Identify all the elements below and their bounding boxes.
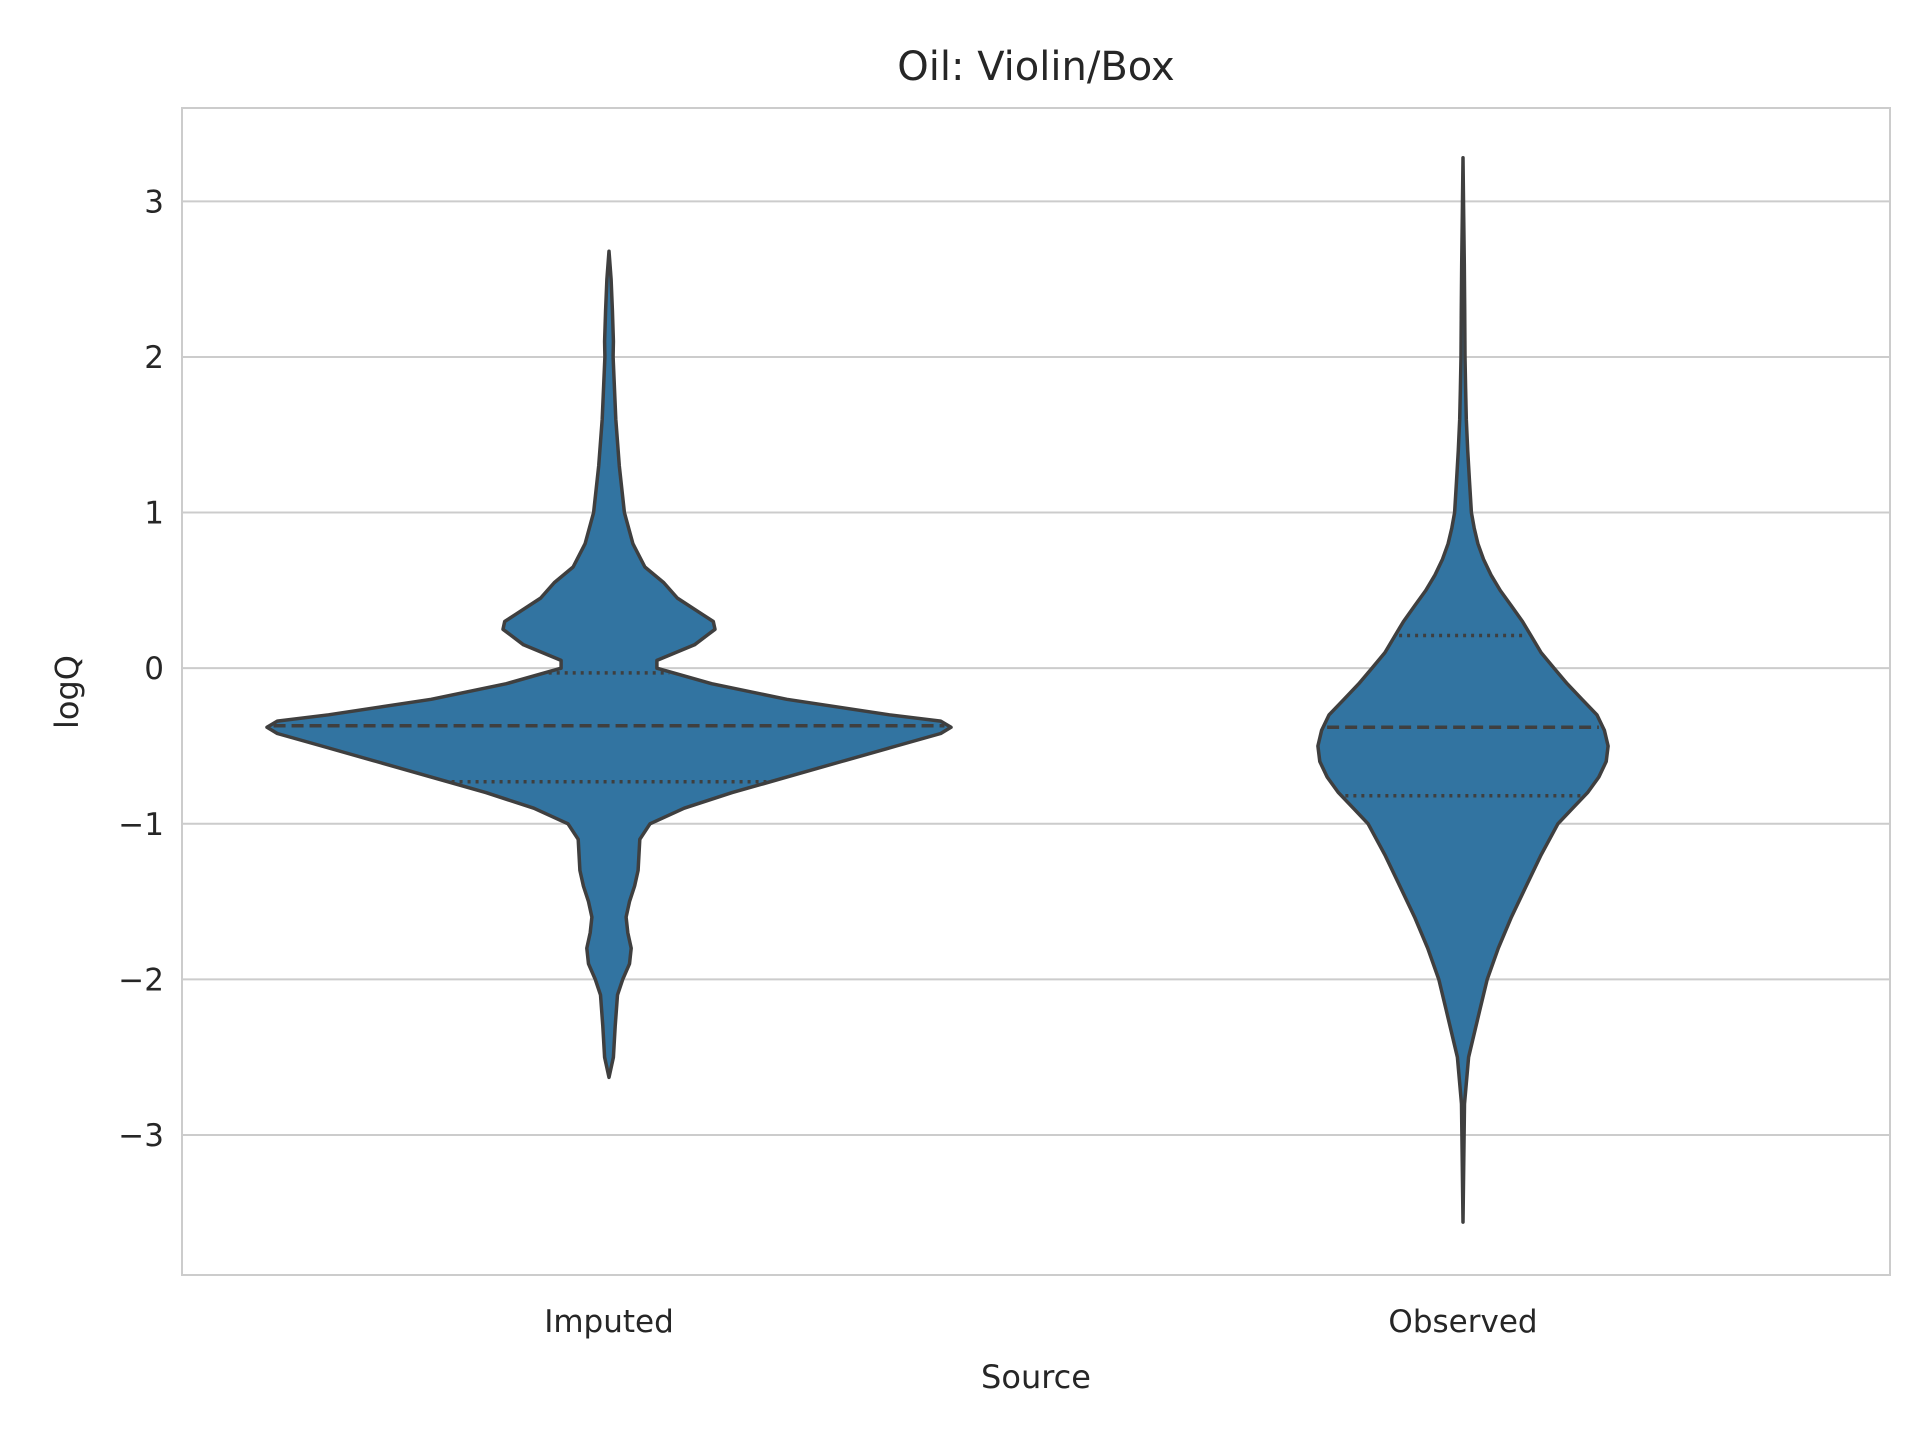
violin-observed	[1316, 156, 1610, 1224]
violins	[265, 156, 1610, 1224]
x-tick-label: Imputed	[544, 1304, 674, 1340]
x-axis-label: Source	[981, 1358, 1091, 1396]
plot-area	[181, 107, 1891, 1276]
grid-lines	[182, 200, 1890, 1136]
axis-ticks: 3 2 1 0 −1 −2 −3 Imputed Observed	[118, 184, 1537, 1340]
y-tick-label: 1	[144, 496, 164, 532]
x-tick-label: Observed	[1388, 1304, 1537, 1340]
violin-imputed	[265, 249, 953, 1080]
y-tick-label: 3	[144, 184, 164, 220]
y-tick-label: 2	[144, 340, 164, 376]
chart-title: Oil: Violin/Box	[897, 44, 1174, 90]
y-tick-label: −2	[118, 962, 164, 998]
y-tick-label: 0	[144, 651, 164, 687]
y-tick-label: −3	[118, 1118, 164, 1154]
y-axis-label: logQ	[48, 655, 86, 729]
y-tick-label: −1	[118, 807, 164, 843]
